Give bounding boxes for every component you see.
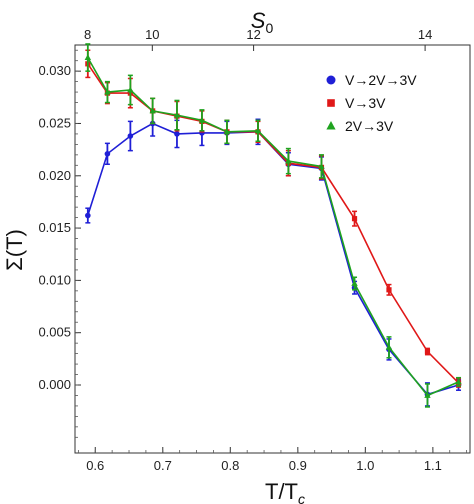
data-point	[285, 157, 292, 164]
legend-label: 2V→3V	[345, 118, 394, 134]
plot-frame	[74, 44, 471, 454]
legend-label: V→2V→3V	[345, 72, 417, 88]
legend-marker	[326, 121, 336, 130]
data-point	[104, 88, 111, 95]
legend-item: 2V→3V	[326, 118, 394, 134]
data-point	[385, 343, 393, 350]
data-point	[318, 162, 325, 169]
data-point	[198, 116, 206, 123]
x-axis-title-main: T/T	[265, 479, 298, 504]
data-point	[85, 212, 91, 219]
data-point	[174, 131, 180, 137]
data-point	[254, 127, 262, 134]
data-point	[173, 111, 181, 118]
top-axis-title-main: S	[251, 8, 266, 33]
data-point	[84, 54, 92, 60]
data-point	[127, 133, 134, 139]
series-2	[84, 43, 462, 408]
top-axis-title-sub: 0	[265, 20, 273, 36]
top-tick-label: 10	[145, 27, 159, 42]
data-point	[351, 216, 358, 222]
data-point	[455, 378, 462, 385]
series-line	[87, 122, 459, 396]
data-point	[127, 86, 134, 93]
legend-item: V→3V	[327, 95, 386, 111]
x-tick-label: 0.8	[221, 458, 239, 473]
y-tick-label: 0.030	[38, 63, 71, 78]
data-point	[104, 151, 111, 157]
y-tick-label: 0.020	[38, 168, 71, 183]
y-tick-label: 0.010	[38, 272, 71, 287]
legend: V→2V→3V V→3V 2V→3V	[326, 72, 417, 134]
y-axis-title: Σ(T)	[2, 229, 27, 271]
x-tick-label: 0.6	[86, 458, 104, 473]
x-tick-label: 1.1	[424, 458, 442, 473]
y-tick-label: 0.000	[38, 377, 71, 392]
top-tick-label: 8	[84, 27, 91, 42]
y-tick-label: 0.025	[38, 115, 71, 130]
x-tick-label: 0.9	[289, 458, 307, 473]
series-0	[85, 110, 462, 407]
x-tick-label: 0.7	[154, 458, 172, 473]
series-line	[87, 57, 459, 397]
data-point	[351, 280, 358, 286]
data-point	[223, 128, 231, 135]
x-tick-label: 1.0	[356, 458, 374, 473]
x-axis-title-sub: c	[298, 491, 305, 504]
data-point	[386, 287, 392, 293]
top-tick-label: 12	[246, 27, 260, 42]
data-point	[424, 348, 431, 355]
top-tick-label: 14	[418, 27, 432, 42]
legend-marker	[326, 75, 336, 85]
data-point	[424, 392, 431, 398]
y-tick-label: 0.015	[38, 220, 71, 235]
series-line	[87, 63, 460, 384]
top-axis-title: S0	[251, 8, 274, 36]
legend-item: V→2V→3V	[326, 72, 417, 88]
data-point	[149, 107, 156, 114]
legend-marker	[327, 99, 335, 107]
x-axis-title: T/Tc	[265, 479, 305, 504]
legend-label: V→3V	[345, 95, 386, 111]
y-tick-label: 0.005	[38, 325, 71, 340]
